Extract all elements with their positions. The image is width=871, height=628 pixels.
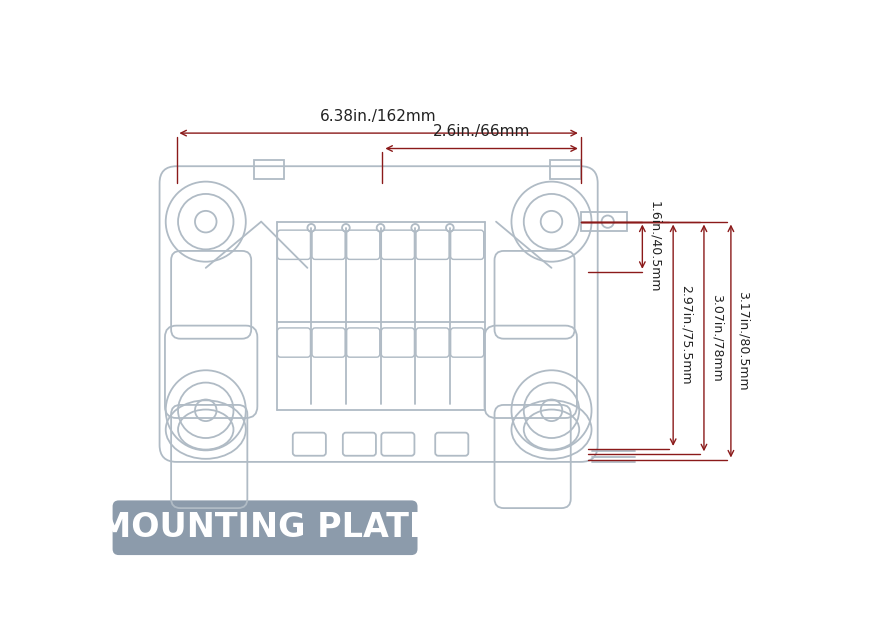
Text: MOUNTING PLATE: MOUNTING PLATE <box>98 511 432 544</box>
Bar <box>253 160 284 180</box>
Text: 2.97in./75.5mm: 2.97in./75.5mm <box>679 285 692 385</box>
Bar <box>550 160 581 180</box>
Text: 3.17in./80.5mm: 3.17in./80.5mm <box>737 291 750 391</box>
Text: 3.07in./78mm: 3.07in./78mm <box>710 294 723 382</box>
FancyBboxPatch shape <box>112 501 417 555</box>
Text: 1.6in./40.5mm: 1.6in./40.5mm <box>649 201 661 293</box>
Bar <box>581 212 627 231</box>
Text: 2.6in./66mm: 2.6in./66mm <box>433 124 530 139</box>
Text: 6.38in./162mm: 6.38in./162mm <box>321 109 437 124</box>
